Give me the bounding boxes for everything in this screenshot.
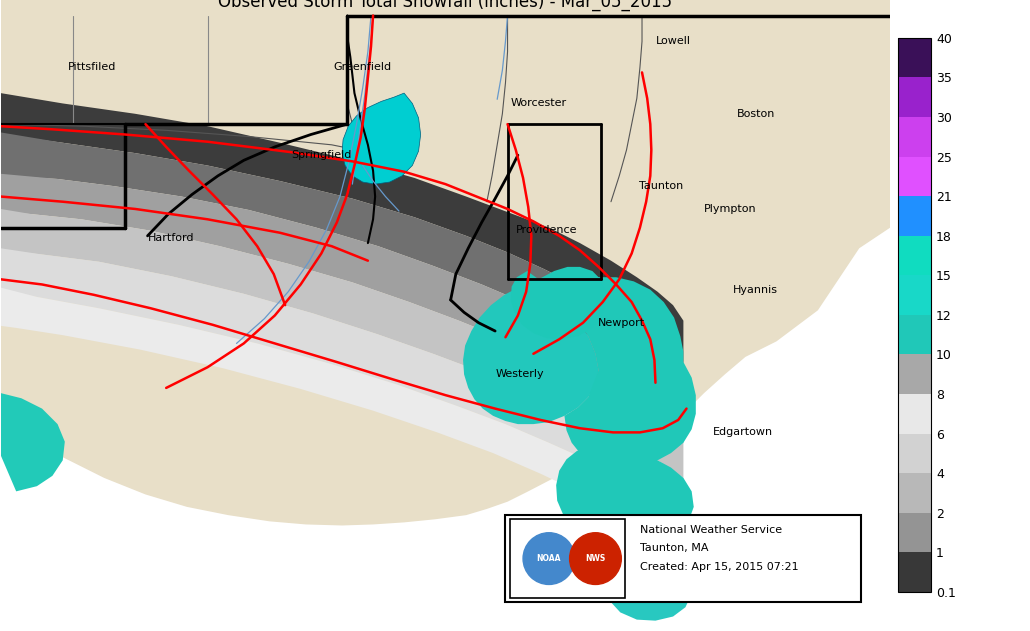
Text: Lowell: Lowell	[655, 37, 690, 46]
Text: Plympton: Plympton	[703, 204, 756, 214]
Polygon shape	[1, 0, 890, 526]
Text: Worcester: Worcester	[511, 98, 566, 109]
Text: Providence: Providence	[516, 225, 578, 235]
Text: NOAA: NOAA	[537, 554, 561, 563]
Polygon shape	[342, 93, 420, 184]
Text: Nantucket: Nantucket	[717, 522, 775, 533]
Text: NWS: NWS	[585, 554, 606, 563]
Polygon shape	[511, 267, 606, 339]
Text: Taunton: Taunton	[639, 181, 683, 191]
Text: Observed Storm Total Snowfall (inches) - Mar_05_2015: Observed Storm Total Snowfall (inches) -…	[218, 0, 673, 11]
Text: Springfield: Springfield	[291, 150, 351, 160]
Text: Taunton, MA: Taunton, MA	[640, 543, 709, 553]
Text: Hartford: Hartford	[148, 233, 195, 243]
Text: Edgartown: Edgartown	[714, 427, 774, 437]
Polygon shape	[1, 174, 683, 443]
Polygon shape	[1, 248, 683, 515]
Circle shape	[570, 533, 621, 584]
Polygon shape	[1, 288, 683, 548]
Text: Westerly: Westerly	[495, 370, 544, 379]
Text: National Weather Service: National Weather Service	[640, 524, 782, 534]
Text: Boston: Boston	[736, 109, 775, 119]
Polygon shape	[1, 93, 683, 362]
Text: Newport: Newport	[597, 318, 645, 327]
Polygon shape	[1, 133, 683, 403]
Polygon shape	[557, 277, 696, 468]
Text: Greenfield: Greenfield	[334, 62, 391, 72]
Polygon shape	[464, 280, 598, 424]
Circle shape	[523, 533, 575, 584]
Polygon shape	[1, 209, 683, 478]
Polygon shape	[556, 443, 694, 549]
Polygon shape	[1, 393, 65, 492]
FancyBboxPatch shape	[506, 515, 861, 602]
Text: Pittsfiled: Pittsfiled	[68, 62, 116, 72]
Text: Created: Apr 15, 2015 07:21: Created: Apr 15, 2015 07:21	[640, 562, 798, 572]
Text: Hyannis: Hyannis	[733, 285, 779, 295]
FancyBboxPatch shape	[510, 519, 625, 598]
Polygon shape	[350, 105, 406, 176]
Polygon shape	[605, 555, 692, 621]
